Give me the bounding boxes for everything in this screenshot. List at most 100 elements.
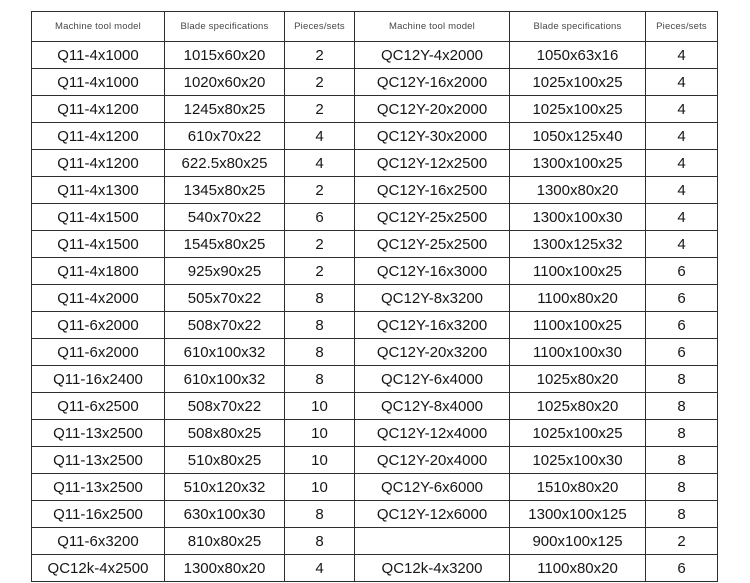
table-cell: 1025x100x30 [509,446,646,474]
table-row: Q11-13x2500 508x80x25 10 QC12Y-12x4000 1025x… [31,419,718,447]
table-cell: 1245x80x25 [164,95,285,123]
table-cell: 1100x100x25 [509,311,646,339]
table-row: Q11-4x1000 1020x60x20 2 QC12Y-16x2000 1025x1… [31,68,718,96]
table-cell: Q11-4x1500 [31,230,165,258]
table-cell: 1025x80x20 [509,365,646,393]
table-cell: 2 [284,176,355,204]
table-row: Q11-4x2000 505x70x22 8 QC12Y-8x3200 1100x80x… [31,284,718,312]
table-cell: 8 [645,446,718,474]
table-cell: 10 [284,473,355,501]
table-cell: 2 [284,68,355,96]
table-cell: Q11-16x2400 [31,365,165,393]
table-row: Q11-4x1500 1545x80x25 2 QC12Y-25x2500 1300x1… [31,230,718,258]
table-row: Q11-4x1200 622.5x80x25 4 QC12Y-12x2500 1300x… [31,149,718,177]
table-cell: QC12Y-6x6000 [354,473,510,501]
table-cell: QC12Y-12x2500 [354,149,510,177]
table-cell: 2 [284,257,355,285]
table-cell: 4 [645,122,718,150]
table-row: Q11-4x1800 925x90x25 2 QC12Y-16x3000 1100x10… [31,257,718,285]
table-row: Q11-6x3200 810x80x25 8 900x100x125 2 [31,527,718,555]
column-header-blade-specifications-left: Blade specifications [164,11,285,42]
column-header-pieces-sets-right: Pieces/sets [645,11,718,42]
table-row: Q11-4x1200 1245x80x25 2 QC12Y-20x2000 1025x1… [31,95,718,123]
table-cell: Q11-6x2000 [31,338,165,366]
table-cell: 8 [284,500,355,528]
table-cell: 4 [645,149,718,177]
table-row: Q11-4x1500 540x70x22 6 QC12Y-25x2500 1300x10… [31,203,718,231]
table-cell: QC12Y-4x2000 [354,41,510,69]
table-cell: 2 [645,527,718,555]
column-header-blade-specifications-right: Blade specifications [509,11,646,42]
table-cell: 1100x100x25 [509,257,646,285]
table-cell: 6 [645,311,718,339]
table-cell: 4 [645,41,718,69]
table-row: Q11-4x1000 1015x60x20 2 QC12Y-4x2000 1050x63… [31,41,718,69]
spec-table: Machine tool model Blade specifications … [31,11,718,582]
table-cell: QC12k-4x3200 [354,554,510,582]
table-cell: 508x70x22 [164,392,285,420]
table-cell: 8 [284,365,355,393]
table-cell: 622.5x80x25 [164,149,285,177]
table-cell: 10 [284,419,355,447]
table-cell: Q11-6x3200 [31,527,165,555]
table-cell: Q11-13x2500 [31,446,165,474]
table-cell: QC12Y-8x4000 [354,392,510,420]
table-cell: 1025x80x20 [509,392,646,420]
table-cell: 6 [645,338,718,366]
table-cell: 1300x100x25 [509,149,646,177]
table-cell: 610x100x32 [164,338,285,366]
table-cell: 4 [645,176,718,204]
table-cell: 4 [284,122,355,150]
table-cell: 1300x125x32 [509,230,646,258]
table-cell: 4 [645,203,718,231]
table-cell: 8 [645,365,718,393]
table-cell: Q11-4x1300 [31,176,165,204]
table-cell: 540x70x22 [164,203,285,231]
table-row: Q11-4x1300 1345x80x25 2 QC12Y-16x2500 1300x8… [31,176,718,204]
table-cell: 1025x100x25 [509,68,646,96]
table-cell: QC12Y-16x3000 [354,257,510,285]
table-cell: 508x70x22 [164,311,285,339]
table-cell: 1025x100x25 [509,419,646,447]
column-header-machine-tool-model-left: Machine tool model [31,11,165,42]
column-header-machine-tool-model-right: Machine tool model [354,11,510,42]
header-row: Machine tool model Blade specifications … [31,11,718,42]
table-cell: QC12Y-20x4000 [354,446,510,474]
table-cell: 6 [284,203,355,231]
table-cell: 1300x80x20 [509,176,646,204]
table-cell: QC12Y-12x4000 [354,419,510,447]
table-cell: 4 [645,230,718,258]
table-cell: 508x80x25 [164,419,285,447]
table-cell: 505x70x22 [164,284,285,312]
table-cell: QC12Y-8x3200 [354,284,510,312]
table-cell: QC12Y-25x2500 [354,230,510,258]
table-cell: 1025x100x25 [509,95,646,123]
table-cell: Q11-13x2500 [31,419,165,447]
table-cell: QC12Y-12x6000 [354,500,510,528]
table-cell: 6 [645,257,718,285]
table-cell: Q11-16x2500 [31,500,165,528]
table-cell: 8 [284,284,355,312]
table-cell: Q11-4x1000 [31,68,165,96]
table-cell: QC12Y-16x2000 [354,68,510,96]
table-cell: Q11-4x1200 [31,122,165,150]
table-cell: 510x120x32 [164,473,285,501]
table-cell: 610x100x32 [164,365,285,393]
table-cell: 6 [645,554,718,582]
table-cell: 510x80x25 [164,446,285,474]
table-cell: 8 [645,392,718,420]
table-row: Q11-6x2000 508x70x22 8 QC12Y-16x3200 1100x10… [31,311,718,339]
table-row: Q11-16x2500 630x100x30 8 QC12Y-12x6000 1300x… [31,500,718,528]
table-cell: QC12Y-20x2000 [354,95,510,123]
table-cell: 8 [284,338,355,366]
table-cell: 4 [645,95,718,123]
table-cell: 4 [645,68,718,96]
table-cell: Q11-4x1500 [31,203,165,231]
table-cell: 610x70x22 [164,122,285,150]
table-cell: 630x100x30 [164,500,285,528]
table-cell: 4 [284,149,355,177]
table-cell [354,527,510,555]
table-cell: Q11-4x1200 [31,149,165,177]
table-cell: 6 [645,284,718,312]
table-row: Q11-4x1200 610x70x22 4 QC12Y-30x2000 1050x12… [31,122,718,150]
